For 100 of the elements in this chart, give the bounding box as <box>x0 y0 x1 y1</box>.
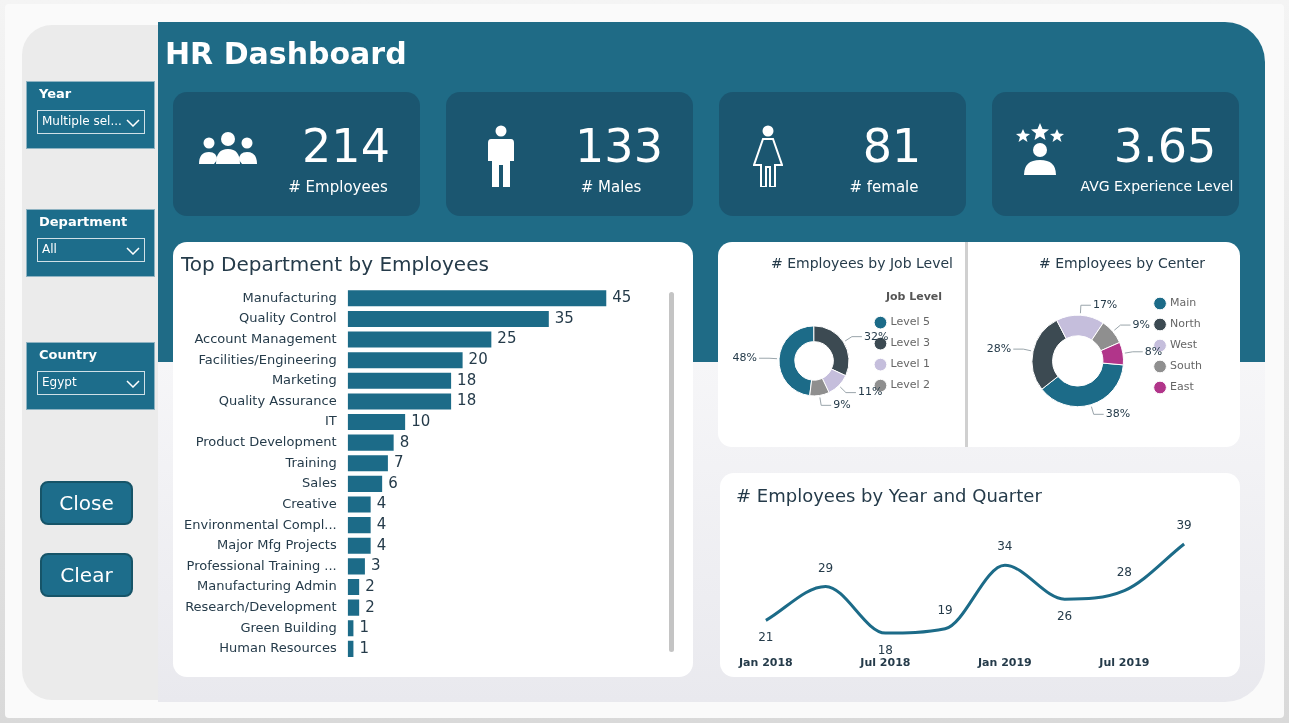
text: # Males <box>579 178 643 198</box>
y-tick-label: Human Resources <box>219 640 337 656</box>
x-tick-label: Jul 2018 <box>859 656 911 670</box>
y-tick-label: Quality Assurance <box>218 392 337 408</box>
data-label: 18 <box>457 370 477 389</box>
data-label: 45 <box>612 288 632 307</box>
text: AVG Experience Level <box>1079 178 1235 196</box>
legend-title: Job Level <box>884 290 943 304</box>
bar <box>347 331 492 348</box>
y-tick-label: Manufacturing Admin <box>196 578 337 594</box>
y-tick-label: Creative <box>282 495 337 511</box>
y-tick-label: Marketing <box>271 372 337 388</box>
data-label: 17% <box>1092 298 1118 312</box>
text: Clear <box>40 553 133 597</box>
data-label: 39 <box>1176 518 1192 533</box>
data-label: 28 <box>1116 564 1133 579</box>
data-label: 6 <box>388 473 398 492</box>
legend-label: Level 3 <box>890 336 930 350</box>
data-label: 10 <box>411 411 431 430</box>
data-label: 1 <box>359 638 369 657</box>
bar <box>347 578 360 596</box>
bar <box>347 475 383 492</box>
text: # Employees <box>287 178 389 198</box>
legend-label: Level 5 <box>890 315 930 329</box>
data-label: 18 <box>457 391 477 410</box>
chart-title: # Employees by Year and Quarter <box>736 485 1043 507</box>
legend-label: Main <box>1170 296 1197 310</box>
data-label: 7 <box>393 453 404 472</box>
bar <box>347 599 360 616</box>
text: Year <box>39 86 73 103</box>
text: Close <box>40 481 133 525</box>
data-label: 2 <box>365 597 375 616</box>
x-tick-label: Jan 2018 <box>737 656 793 670</box>
y-tick-label: Green Building <box>240 619 337 635</box>
bar <box>347 496 371 513</box>
data-label: 34 <box>997 539 1013 554</box>
bar <box>347 517 371 534</box>
bar <box>347 434 394 451</box>
data-label: 3 <box>370 556 381 575</box>
data-label: 4 <box>376 535 387 554</box>
text: Multiple sel... <box>42 114 122 130</box>
text: 81 <box>861 118 923 174</box>
y-tick-label: Manufacturing <box>242 289 337 305</box>
legend-label: Level 2 <box>890 378 930 392</box>
data-label: 25 <box>497 329 517 348</box>
y-tick-label: Training <box>284 454 337 470</box>
bar <box>347 455 388 472</box>
text: Country <box>39 347 99 364</box>
bar <box>347 414 406 431</box>
text: Egypt <box>42 375 78 391</box>
legend-label: Level 1 <box>890 357 930 371</box>
y-tick-label: Environmental Compl... <box>183 516 337 532</box>
bar <box>347 393 452 410</box>
chart-title: # Employees by Job Level <box>771 255 953 272</box>
data-label: 8 <box>399 432 410 451</box>
y-tick-label: Quality Control <box>239 310 337 326</box>
legend-label: East <box>1170 380 1195 394</box>
y-tick-label: Account Management <box>194 330 337 346</box>
text: HR Dashboard <box>165 36 408 73</box>
y-tick-label: Professional Training ... <box>186 557 337 573</box>
data-label: 4 <box>376 515 387 534</box>
data-label: 35 <box>554 308 574 327</box>
data-label: 32% <box>863 329 889 343</box>
text: Department <box>39 214 129 231</box>
x-tick-label: Jul 2019 <box>1098 656 1150 670</box>
data-label: 28% <box>986 341 1012 355</box>
y-tick-label: Facilities/Engineering <box>198 351 337 367</box>
data-label: 38% <box>1105 407 1131 421</box>
y-tick-label: Major Mfg Projects <box>217 537 337 553</box>
bar <box>347 537 371 554</box>
data-label: 9% <box>833 398 851 412</box>
data-label: 48% <box>732 351 758 365</box>
bar <box>347 352 463 369</box>
legend-label: North <box>1170 317 1201 331</box>
data-label: 18 <box>877 643 894 658</box>
chart-title: Top Department by Employees <box>180 252 489 277</box>
chart-title: # Employees by Center <box>1038 255 1206 272</box>
y-tick-label: Sales <box>302 475 337 491</box>
text: 3.65 <box>1112 118 1218 174</box>
data-label: 2 <box>365 576 375 595</box>
y-tick-label: Research/Development <box>185 599 337 615</box>
data-label: 11% <box>857 385 883 399</box>
bar <box>347 310 549 327</box>
data-label: 8% <box>1144 344 1163 358</box>
bar <box>347 290 607 307</box>
bar <box>347 558 365 575</box>
x-tick-label: Jan 2019 <box>976 656 1032 670</box>
legend-label: South <box>1170 359 1203 373</box>
data-label: 20 <box>468 350 488 369</box>
text: # female <box>848 178 920 198</box>
data-label: 9% <box>1132 317 1150 331</box>
y-tick-label: Product Development <box>195 434 337 450</box>
y-tick-label: IT <box>324 413 337 429</box>
data-label: 1 <box>359 618 369 637</box>
text: 133 <box>574 118 664 174</box>
data-label: 26 <box>1056 609 1073 624</box>
legend-label: West <box>1170 338 1198 352</box>
text: 214 <box>301 118 391 174</box>
bar <box>347 372 452 389</box>
data-label: 4 <box>376 494 387 513</box>
